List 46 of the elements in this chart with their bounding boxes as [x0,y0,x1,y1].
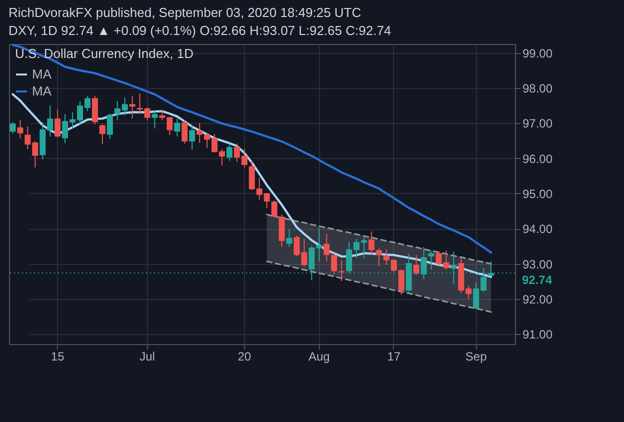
candlestick [428,251,434,270]
y-tick-label: 93.00 [522,257,553,272]
candlestick [271,200,278,218]
candlestick [331,252,338,275]
x-tick-label: Sep [465,350,488,364]
line-series [12,44,492,254]
x-tick-label: 15 [50,350,65,364]
candlestick [189,124,196,150]
ref-line-label: 92.74 [522,272,552,287]
y-tick-label: 91.00 [522,328,553,342]
y-tick-label: 94.00 [522,222,553,236]
candlestick [10,122,16,134]
chart-title: RichDvorakFX published, September 03, 2020 18:49:25 UTC [8,4,362,20]
x-tick-label: Jul [140,350,155,364]
y-tick-label: 99.00 [522,46,553,60]
candlestick [92,96,98,125]
line-series [266,214,492,265]
candlestick [129,96,136,120]
y-tick-label: 96.00 [522,152,553,166]
candlestick [286,228,292,248]
x-tick-label: 17 [387,350,401,364]
y-tick-label: 95.00 [522,186,553,201]
candlestick [106,113,113,140]
candlestick [368,230,374,256]
candlestick [99,124,106,145]
y-tick-label: 98.00 [522,81,553,96]
legend-label: MA [32,66,52,82]
x-tick-label: Aug [308,350,330,364]
candlestick [196,122,203,144]
candlestick [182,120,188,144]
candlestick [376,248,382,267]
candlestick [54,109,61,138]
legend-label: MA [32,84,52,98]
candlestick [324,233,330,262]
x-tick-label: 20 [238,350,252,364]
line-series [266,260,492,313]
candlestick [174,118,180,137]
candlestick [338,260,345,282]
candlestick [17,119,24,139]
y-tick-label: 97.00 [522,116,553,131]
candlestick [152,110,158,129]
y-tick-label: 92.00 [522,292,553,306]
annotation: U.S. Dollar Currency Index, 1D [15,46,194,61]
candlestick [226,143,232,162]
chart-subtitle: DXY, 1D 92.74 ▲ +0.09 (+0.1%) O:92.66 H:93.07 L:92.65 C:92.74 [8,22,392,38]
candlestick [413,254,420,276]
